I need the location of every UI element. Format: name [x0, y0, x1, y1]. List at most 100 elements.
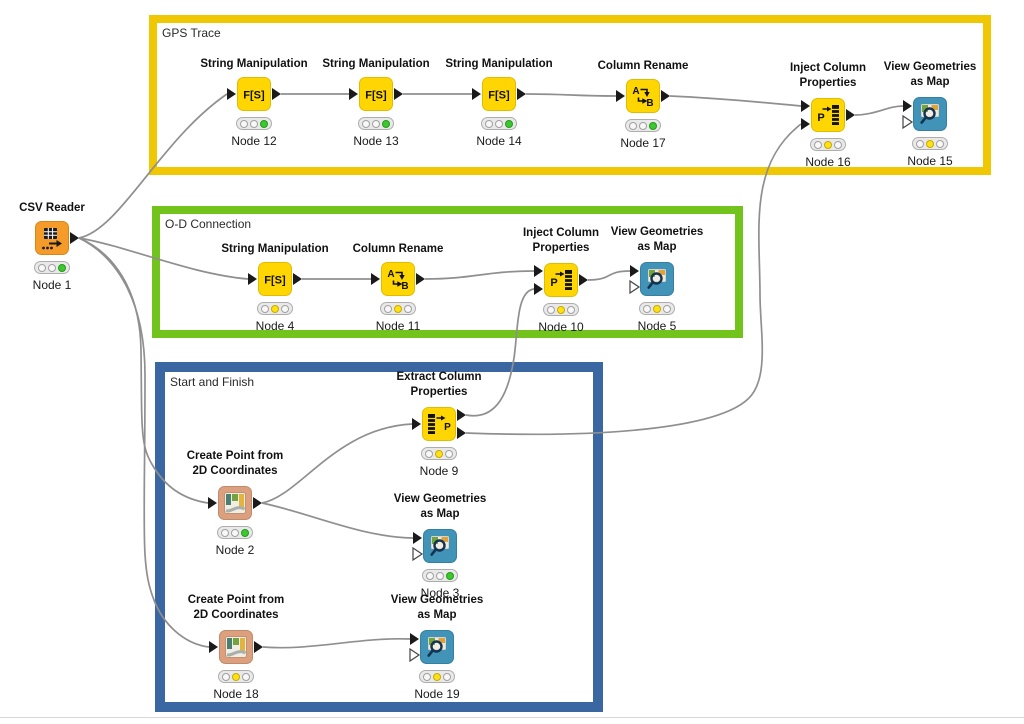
status-light — [505, 119, 513, 128]
node15-in-port-1[interactable] — [903, 100, 912, 112]
node1-status — [34, 261, 70, 274]
node19-in-port-2[interactable] — [409, 647, 421, 663]
node17-in-port-1[interactable] — [616, 90, 625, 102]
csv-reader-icon[interactable] — [35, 221, 69, 255]
svg-text:P: P — [817, 112, 824, 124]
status-light — [446, 571, 454, 580]
node3-in-port-1[interactable] — [413, 532, 422, 544]
node14-in-port-1[interactable] — [472, 88, 481, 100]
node15-in-port-2[interactable] — [902, 114, 914, 130]
node5-label: Node 5 — [637, 319, 677, 333]
node13-in-port-1[interactable] — [349, 88, 358, 100]
connection-node1-node12[interactable] — [78, 93, 228, 239]
node9-out-port-1[interactable] — [457, 409, 466, 421]
annotation-gps-trace[interactable]: GPS Trace — [149, 15, 991, 175]
inject-column-properties-icon[interactable]: P — [544, 263, 578, 297]
node10-in-port-1[interactable] — [534, 265, 543, 277]
node16-out-port-1[interactable] — [846, 109, 855, 121]
node9-label: Node 9 — [419, 464, 459, 478]
node1-out-port-1[interactable] — [70, 232, 79, 244]
node12-title: String Manipulation — [200, 58, 308, 70]
node12-in-port-1[interactable] — [227, 88, 236, 100]
view-geometries-map-icon[interactable] — [913, 97, 947, 131]
string-manipulation-icon[interactable]: F[S] — [482, 77, 516, 111]
status-light — [242, 672, 250, 681]
status-light — [382, 119, 390, 128]
node2-out-port-1[interactable] — [253, 497, 262, 509]
column-rename-icon[interactable]: A B — [381, 262, 415, 296]
node10-title: Inject Column Properties — [522, 227, 600, 254]
node10-in-port-2[interactable] — [534, 283, 543, 295]
create-point-2d-icon[interactable] — [218, 486, 252, 520]
node11-in-port-1[interactable] — [371, 273, 380, 285]
connection-node18-node19[interactable] — [262, 637, 411, 649]
connection-node17-node16[interactable] — [669, 95, 802, 107]
status-light — [362, 119, 370, 128]
status-light — [426, 571, 434, 580]
svg-text:F[S]: F[S] — [243, 90, 265, 102]
node10-out-port-1[interactable] — [579, 274, 588, 286]
connection-node2-node9[interactable] — [261, 423, 413, 504]
connection-node1-node4[interactable] — [78, 237, 249, 280]
inject-column-properties-icon[interactable]: P — [811, 98, 845, 132]
connection-node9-node16[interactable] — [465, 123, 802, 436]
extract-column-properties-icon[interactable]: P — [422, 407, 456, 441]
view-geometries-map-icon[interactable] — [423, 529, 457, 563]
node11-out-port-1[interactable] — [416, 273, 425, 285]
node16-in-port-2[interactable] — [801, 118, 810, 130]
node9-in-port-1[interactable] — [412, 418, 421, 430]
connection-node10-node5[interactable] — [587, 270, 631, 281]
node17-out-port-1[interactable] — [661, 90, 670, 102]
string-manipulation-icon[interactable]: F[S] — [237, 77, 271, 111]
status-light — [58, 263, 66, 272]
view-geometries-map-icon[interactable] — [640, 262, 674, 296]
status-light — [221, 528, 229, 537]
view-geometries-map-icon[interactable] — [420, 630, 454, 664]
node16-in-port-1[interactable] — [801, 100, 810, 112]
connection-node14-node17[interactable] — [525, 93, 617, 97]
status-light — [824, 140, 832, 149]
column-rename-icon[interactable]: A B — [626, 79, 660, 113]
node4-out-port-1[interactable] — [293, 273, 302, 285]
status-light — [384, 304, 392, 313]
connection-node16-node15[interactable] — [854, 105, 904, 116]
node17-label: Node 17 — [620, 136, 666, 150]
connection-node9-node10[interactable] — [465, 288, 535, 417]
node15-label: Node 15 — [907, 154, 953, 168]
node12-out-port-1[interactable] — [272, 88, 281, 100]
node9-out-port-2[interactable] — [457, 427, 466, 439]
string-manipulation-icon[interactable]: F[S] — [258, 262, 292, 296]
connection-node1-node2[interactable] — [78, 237, 209, 504]
node2-label: Node 2 — [215, 543, 255, 557]
svg-text:F[S]: F[S] — [365, 90, 387, 102]
string-manipulation-icon[interactable]: F[S] — [359, 77, 393, 111]
node10-status — [543, 303, 579, 316]
node18-out-port-1[interactable] — [254, 641, 263, 653]
connection-node2-node3[interactable] — [261, 502, 414, 539]
node5-in-port-1[interactable] — [630, 265, 639, 277]
connection-node11-node10[interactable] — [424, 270, 535, 280]
status-light — [38, 263, 46, 272]
node4-in-port-1[interactable] — [248, 273, 257, 285]
node13-label: Node 13 — [353, 134, 399, 148]
node18-in-port-1[interactable] — [209, 641, 218, 653]
annotation-start-and-finish[interactable]: Start and Finish — [155, 362, 603, 712]
node16-label: Node 16 — [805, 155, 851, 169]
node5-in-port-2[interactable] — [629, 279, 641, 295]
node3-in-port-2[interactable] — [412, 546, 424, 562]
node13-out-port-1[interactable] — [394, 88, 403, 100]
annotation-od-connection[interactable]: O-D Connection — [152, 206, 743, 338]
connection-node1-node18[interactable] — [78, 237, 210, 648]
node11-title: Column Rename — [352, 243, 444, 255]
node14-out-port-1[interactable] — [517, 88, 526, 100]
annotation-od-connection-label: O-D Connection — [165, 217, 252, 231]
create-point-2d-icon[interactable] — [219, 630, 253, 664]
node13-title: String Manipulation — [322, 58, 430, 70]
status-light — [926, 139, 934, 148]
status-light — [250, 119, 258, 128]
status-light — [48, 263, 56, 272]
node19-in-port-1[interactable] — [410, 633, 419, 645]
svg-text:A: A — [387, 269, 394, 280]
node2-in-port-1[interactable] — [208, 497, 217, 509]
